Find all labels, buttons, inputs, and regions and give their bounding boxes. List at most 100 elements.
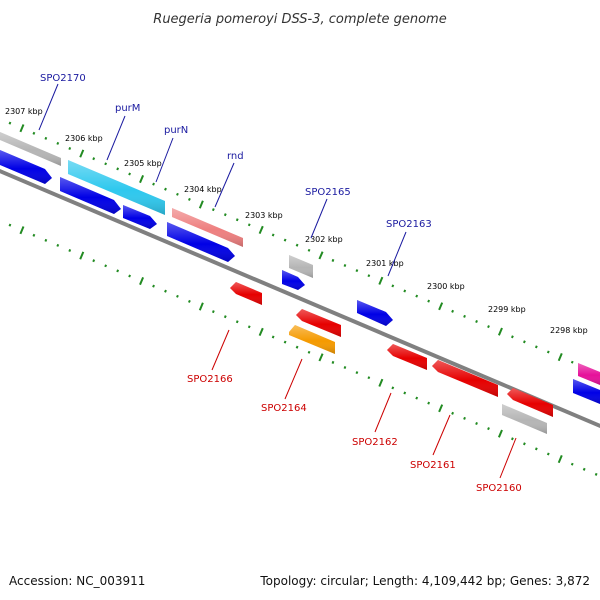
scale-tick bbox=[79, 149, 85, 158]
scale-tick bbox=[56, 243, 60, 247]
scale-tick bbox=[92, 157, 96, 161]
scale-tick bbox=[104, 264, 108, 268]
scale-tick bbox=[116, 269, 120, 273]
tick-label: 2304 kbp bbox=[184, 185, 222, 194]
scale-tick bbox=[295, 243, 299, 247]
scale-tick bbox=[475, 320, 478, 323]
scale-tick bbox=[235, 218, 239, 222]
gene-label-spo2163[interactable]: SPO2163 bbox=[386, 219, 432, 230]
tick-label: 2307 kbp bbox=[5, 107, 43, 116]
gene-label-spo2162[interactable]: SPO2162 bbox=[352, 437, 398, 448]
scale-tick bbox=[534, 345, 538, 349]
scale-tick bbox=[223, 213, 227, 217]
scale-tick bbox=[438, 404, 444, 413]
gene-label-spo2170[interactable]: SPO2170 bbox=[40, 73, 86, 84]
scale-tick bbox=[463, 416, 466, 420]
scale-tick bbox=[497, 327, 503, 336]
scale-tick bbox=[557, 455, 563, 464]
gene-arrow[interactable] bbox=[357, 300, 393, 326]
scale-tick bbox=[546, 452, 550, 456]
tick-label: 2302 kbp bbox=[305, 235, 343, 244]
scale-tick bbox=[438, 302, 444, 311]
scale-tick bbox=[355, 269, 359, 273]
scale-tick bbox=[594, 472, 598, 476]
label-leader-line bbox=[310, 198, 328, 239]
scale-tick bbox=[403, 289, 407, 293]
scale-tick bbox=[378, 378, 384, 387]
gene-label-spo2161[interactable]: SPO2161 bbox=[410, 460, 456, 471]
forward-gene-labels: SPO2170 purM purN rnd SPO2165 SPO2163 bbox=[38, 73, 432, 277]
scale-tick bbox=[307, 350, 311, 354]
tick-label: 2300 kbp bbox=[427, 282, 465, 291]
scale-tick bbox=[8, 121, 12, 125]
gene-arrow[interactable] bbox=[289, 255, 313, 278]
scale-tick bbox=[415, 396, 419, 400]
gene-label-spo2164[interactable]: SPO2164 bbox=[261, 403, 307, 414]
tick-labels: 2307 kbp 2306 kbp 2305 kbp 2304 kbp 2303… bbox=[5, 107, 588, 335]
gene-label-purn[interactable]: purN bbox=[164, 125, 188, 136]
lower-tick-row bbox=[8, 223, 598, 476]
scale-tick bbox=[19, 124, 25, 133]
scale-tick bbox=[427, 299, 431, 303]
scale-tick bbox=[463, 314, 466, 318]
scale-tick bbox=[343, 366, 347, 369]
scale-tick bbox=[164, 289, 167, 293]
scale-tick bbox=[570, 360, 574, 364]
scale-tick bbox=[415, 294, 419, 298]
label-leader-line bbox=[155, 137, 174, 183]
scale-tick bbox=[367, 274, 371, 278]
label-leader-line bbox=[38, 83, 59, 131]
gene-label-spo2166[interactable]: SPO2166 bbox=[187, 374, 233, 385]
tick-label: 2299 kbp bbox=[488, 305, 526, 314]
gene-arrow[interactable] bbox=[578, 363, 600, 385]
tick-label: 2306 kbp bbox=[65, 134, 103, 143]
scale-tick bbox=[235, 320, 239, 324]
gene-label-spo2165[interactable]: SPO2165 bbox=[305, 187, 351, 198]
label-leader-line bbox=[284, 358, 303, 400]
gene-arrow[interactable] bbox=[230, 282, 262, 305]
scale-tick bbox=[164, 187, 167, 191]
scale-tick bbox=[32, 131, 36, 135]
gene-label-rnd[interactable]: rnd bbox=[227, 151, 244, 162]
label-leader-line bbox=[106, 115, 126, 161]
scale-tick bbox=[546, 350, 550, 354]
scale-tick bbox=[307, 248, 311, 252]
scale-tick bbox=[104, 162, 108, 166]
topology-text: Topology: circular; Length: 4,109,442 bp… bbox=[260, 574, 590, 588]
scale-tick bbox=[343, 264, 347, 267]
scale-tick bbox=[367, 376, 371, 380]
scale-tick bbox=[19, 226, 25, 235]
scale-tick bbox=[198, 302, 204, 311]
scale-tick bbox=[187, 299, 191, 303]
gene-label-spo2160[interactable]: SPO2160 bbox=[476, 483, 522, 494]
gene-label-purm[interactable]: purM bbox=[115, 103, 140, 114]
scale-tick bbox=[79, 251, 85, 260]
scale-tick bbox=[475, 422, 478, 425]
label-leader-line bbox=[374, 392, 392, 433]
scale-tick bbox=[570, 462, 574, 466]
scale-tick bbox=[355, 371, 359, 375]
scale-tick bbox=[152, 182, 155, 186]
reverse-gene-labels: SPO2166 SPO2164 SPO2162 SPO2161 SPO2160 bbox=[187, 329, 522, 494]
label-leader-line bbox=[211, 329, 230, 371]
scale-tick bbox=[176, 192, 179, 196]
scale-tick bbox=[534, 447, 538, 451]
scale-tick bbox=[198, 200, 204, 209]
scale-tick bbox=[139, 175, 145, 184]
scale-tick bbox=[44, 238, 48, 242]
label-leader-line bbox=[432, 414, 451, 456]
accession-text: Accession: NC_003911 bbox=[9, 574, 146, 588]
scale-tick bbox=[487, 325, 490, 329]
scale-tick bbox=[211, 310, 215, 314]
scale-tick bbox=[391, 386, 395, 390]
scale-tick bbox=[582, 467, 586, 471]
scale-tick bbox=[176, 294, 179, 298]
scale-tick bbox=[487, 427, 490, 431]
tick-label: 2301 kbp bbox=[366, 259, 404, 268]
scale-tick bbox=[271, 233, 275, 237]
scale-tick bbox=[403, 391, 407, 395]
scale-tick bbox=[68, 147, 72, 150]
scale-tick bbox=[139, 277, 145, 286]
scale-tick bbox=[295, 345, 299, 349]
scale-tick bbox=[318, 251, 324, 260]
